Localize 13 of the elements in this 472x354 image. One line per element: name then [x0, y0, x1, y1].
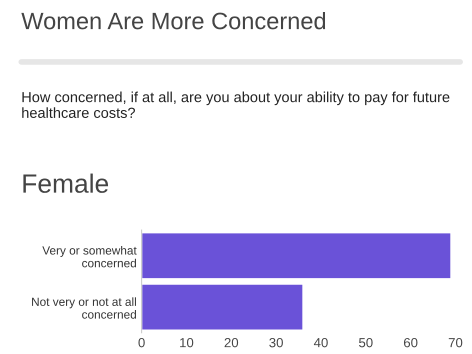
- y-tick-label: Not very or not at all concerned: [32, 297, 136, 319]
- y-tick-label: Very or somewhat concerned: [42, 246, 137, 268]
- x-tick-label: 10: [180, 338, 194, 348]
- chart-subtitle: How concerned, if at all, are you about your ability to pay for future healthcare costs?: [22, 92, 450, 118]
- x-tick-label: 0: [138, 338, 145, 348]
- x-tick-label: 70: [448, 338, 462, 348]
- x-tick-label: 40: [314, 338, 328, 348]
- x-tick-label: 50: [358, 338, 373, 348]
- text: Female: [23, 174, 108, 193]
- x-tick-label: 30: [269, 338, 283, 348]
- x-tick-label: 20: [224, 338, 238, 348]
- chart-title: Women Are More Concerned: [21, 12, 326, 30]
- x-tick-label: 60: [404, 338, 418, 348]
